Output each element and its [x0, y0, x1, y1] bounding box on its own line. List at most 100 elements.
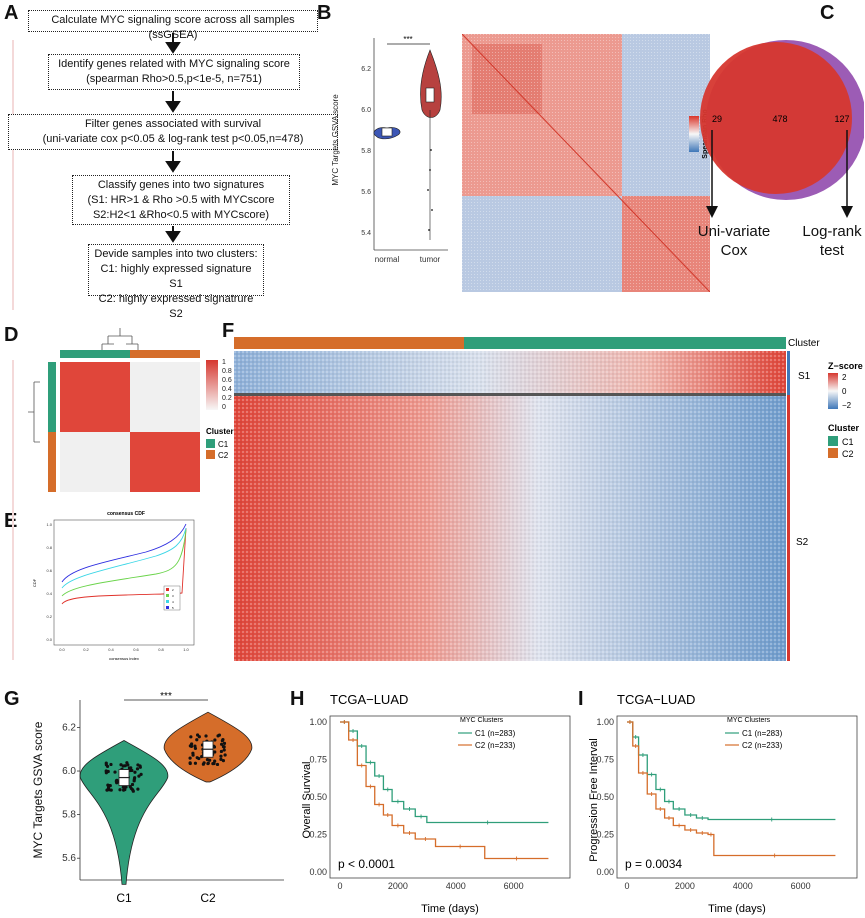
g-point [131, 789, 135, 793]
g-point [195, 738, 199, 742]
g-point [217, 733, 222, 737]
g-point [211, 762, 215, 766]
g-point [104, 763, 108, 767]
i-legend-c2: C2 (n=233) [742, 741, 783, 750]
f-cluster-label: Cluster [788, 338, 820, 349]
d-block-c1 [60, 362, 130, 432]
svg-text:0.8: 0.8 [46, 545, 52, 550]
g-point [222, 748, 226, 752]
g-point [191, 753, 195, 757]
svg-text:0.2: 0.2 [83, 647, 89, 652]
g-ytick: 6.0 [62, 766, 76, 777]
g-point [213, 759, 217, 763]
h-ytick: 0.25 [309, 830, 327, 840]
g-point [189, 744, 194, 749]
panel-label-b: B [317, 2, 332, 24]
panel-b-heatmap [462, 34, 710, 292]
i-xtick: 0 [624, 881, 629, 891]
h-censor [423, 837, 428, 841]
e-line-k5 [61, 523, 187, 583]
flow-arrows [165, 33, 181, 243]
svg-text:2: 2 [172, 588, 174, 592]
f-zscore-title: Z−score [828, 361, 863, 371]
flow-step-1: Calculate MYC signaling score across all… [28, 10, 318, 41]
flow-step-4: Classify genes into two signatures (S1: H… [72, 175, 290, 225]
b-ytick-54: 5.4 [361, 230, 371, 237]
g-ylabel: MYC Targets GSVA score [31, 721, 45, 858]
panel-label-h: H [290, 688, 305, 710]
flow-step-5: Devide samples into two clusters: C1: hig… [88, 244, 264, 320]
svg-text:2: 2 [842, 373, 847, 382]
g-ytick: 6.2 [62, 722, 76, 733]
svg-text:0.8: 0.8 [158, 647, 164, 652]
panel-label-f: F [222, 320, 235, 342]
g-point [222, 745, 226, 749]
svg-text:0.6: 0.6 [133, 647, 139, 652]
h-xtick: 0 [337, 881, 342, 891]
panel-i-km: TCGA−LUAD MYC Clusters C1 (n=283) C2 (n=… [588, 692, 858, 915]
g-point [219, 754, 223, 758]
i-censor [677, 807, 682, 811]
b-significance: *** [403, 35, 412, 44]
i-censor [769, 817, 774, 822]
d-cluster-c1: C1 [218, 440, 229, 449]
i-censor [627, 720, 632, 724]
d-tick-08: 0.8 [222, 368, 232, 375]
panel-e-cdf: consensus CDF 1.0 0.8 0.6 0.4 0.2 0.0 0.… [32, 511, 195, 661]
d-cluster-title: Cluster [206, 427, 234, 436]
panel-label-d: D [4, 324, 19, 346]
d-side-bar-c2 [48, 432, 56, 492]
g-point [219, 742, 224, 746]
b-group-tumor: tumor [420, 255, 441, 264]
e-xlabel: consensus index [109, 656, 139, 661]
panel-label-a: A [4, 2, 19, 24]
g-point [193, 761, 198, 765]
i-censor [633, 735, 638, 739]
flow-arrow-3 [165, 161, 181, 173]
panel-label-c: C [820, 2, 835, 24]
c-rho-colorbar [689, 116, 699, 152]
e-ylabel: CDF [32, 578, 37, 587]
g-point [220, 739, 224, 743]
g-xlabel-c2: C2 [200, 891, 216, 905]
e-line-k3 [61, 529, 187, 597]
g-point [200, 755, 204, 759]
h-curve-c1 [340, 721, 549, 824]
d-tick-06: 0.6 [222, 377, 232, 384]
b-ytick-62: 6.2 [361, 66, 371, 73]
f-s1-label: S1 [798, 371, 811, 382]
panel-f-heatmap: Cluster S1 S2 Z−score 2 0 −2 Cluster C1 … [234, 337, 863, 661]
h-censor [368, 784, 373, 789]
g-point [106, 785, 111, 789]
i-censor [640, 771, 645, 775]
h-censor [377, 774, 382, 778]
flow-arrow-4 [165, 231, 181, 243]
i-censor [658, 807, 663, 811]
i-plot-frame [616, 715, 858, 879]
panel-d-consensus: 1 0.8 0.6 0.4 0.2 0 Cluster C1 C2 [28, 328, 234, 492]
b-ytick-60: 6.0 [361, 107, 371, 114]
g-point [135, 767, 140, 771]
panel-label-e: E [4, 510, 18, 532]
g-point [130, 782, 135, 787]
i-censor [700, 816, 705, 820]
h-pvalue: p < 0.0001 [338, 857, 395, 871]
f-s2-label: S2 [796, 537, 809, 548]
h-censor [351, 738, 356, 742]
g-point [132, 777, 136, 781]
h-legend-c2: C2 (n=233) [475, 741, 516, 750]
i-ytick: 0.25 [596, 830, 614, 840]
h-xtick: 4000 [446, 881, 466, 891]
d-block-c2 [130, 432, 200, 492]
g-point [201, 762, 205, 766]
c-venn-overlap-count: 478 [772, 114, 787, 124]
d-tick-0: 0 [222, 404, 226, 411]
d-cluster-c2: C2 [218, 451, 229, 460]
panel-h-km: TCGA−LUAD MYC Clusters C1 (n=283) C2 (n=… [301, 692, 571, 915]
svg-text:0.4: 0.4 [108, 647, 114, 652]
g-point [215, 762, 220, 767]
i-xtick: 2000 [675, 881, 695, 891]
g-point [124, 785, 128, 789]
h-xlabel: Time (days) [421, 903, 479, 915]
i-curve-c1 [627, 721, 836, 821]
